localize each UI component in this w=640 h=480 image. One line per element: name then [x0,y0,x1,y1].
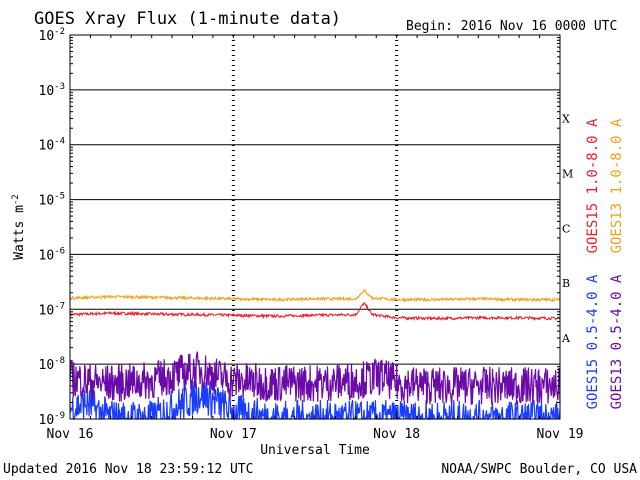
updated-timestamp: Updated 2016 Nov 18 23:59:12 UTC [3,462,253,477]
y-tick-label: 10-5 [39,192,66,209]
plot-frame [69,34,561,420]
data-source: NOAA/SWPC Boulder, CO USA [441,462,637,477]
y-axis-label: Watts m-2 [11,194,27,260]
y-tick-label: 10-7 [39,301,66,318]
series-line-1 [69,288,561,303]
legend-entry-3: GOES13 0.5-4.0 A [609,274,625,409]
y-tick-label: 10-2 [39,27,66,44]
x-tick-label: Nov 16 [47,427,94,442]
flare-class-b: B [562,277,570,290]
begin-date: Begin: 2016 Nov 16 0000 UTC [406,19,617,34]
flare-class-c: C [562,222,570,235]
grid-layer [70,35,560,419]
x-axis-label: Universal Time [260,443,370,458]
series-line-3 [69,351,561,406]
x-tick-label: Nov 17 [210,427,257,442]
y-tick-label: 10-4 [39,137,66,154]
legend-entry-1: GOES13 1.0-8.0 A [609,118,625,253]
series-line-0 [69,301,561,322]
legend: GOES15 1.0-8.0 A GOES13 1.0-8.0 A GOES15 0… [585,118,625,409]
y-tick-label: 10-9 [39,411,66,428]
y-tick-label: 10-6 [39,246,66,263]
legend-entry-2: GOES15 0.5-4.0 A [585,274,601,409]
y-tick-label: 10-8 [39,356,66,373]
x-tick-label: Nov 18 [373,427,420,442]
legend-entry-0: GOES15 1.0-8.0 A [585,118,601,253]
tick-layer [69,35,561,419]
y-tick-label: 10-3 [39,82,66,99]
flare-class-a: A [561,332,571,345]
flare-class-x: X [562,113,570,126]
chart-title: GOES Xray Flux (1-minute data) [34,9,341,29]
flare-class-m: M [562,167,573,180]
x-tick-label: Nov 19 [537,427,584,442]
